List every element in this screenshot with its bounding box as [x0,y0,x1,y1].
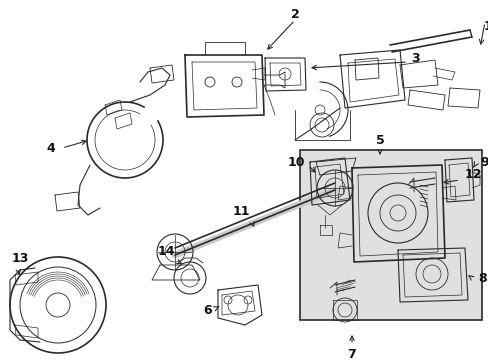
Text: 1: 1 [482,20,488,33]
Text: 5: 5 [375,134,384,147]
Text: 7: 7 [347,348,356,360]
Text: 14: 14 [157,245,175,258]
Bar [299,150,481,320]
Text: 2: 2 [290,8,299,21]
Text: 9: 9 [479,156,488,168]
Text: 11: 11 [232,205,249,218]
Text: 3: 3 [410,51,419,64]
Text: 6: 6 [203,303,212,316]
Text: 13: 13 [12,252,29,265]
Text: 10: 10 [287,156,305,168]
Text: 12: 12 [464,168,482,181]
Text: 8: 8 [477,271,486,284]
Text: 4: 4 [46,141,55,154]
